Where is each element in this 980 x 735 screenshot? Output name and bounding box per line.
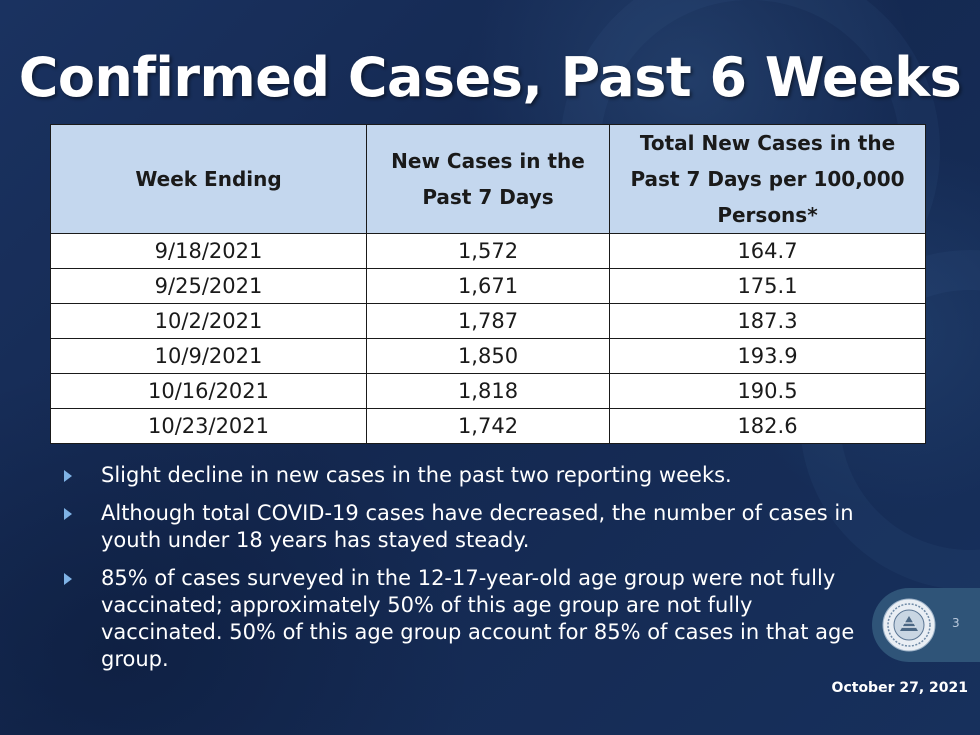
cell-cases-per-100k: 164.7 <box>609 233 926 269</box>
table-row: 9/25/2021 1,671 175.1 <box>50 268 926 304</box>
cell-cases-per-100k: 187.3 <box>609 303 926 339</box>
cell-cases-per-100k: 190.5 <box>609 373 926 409</box>
table-row: 10/23/2021 1,742 182.6 <box>50 408 926 444</box>
cell-week-ending: 10/23/2021 <box>50 408 367 444</box>
triangle-right-icon <box>64 573 72 585</box>
bullet-list: Slight decline in new cases in the past … <box>62 462 862 684</box>
cell-week-ending: 10/2/2021 <box>50 303 367 339</box>
header-week-ending: Week Ending <box>50 124 367 234</box>
slide-date: October 27, 2021 <box>831 680 968 696</box>
cell-new-cases: 1,742 <box>366 408 610 444</box>
header-cases-per-100k: Total New Cases in the Past 7 Days per 1… <box>609 124 926 234</box>
table-row: 9/18/2021 1,572 164.7 <box>50 233 926 269</box>
cell-week-ending: 9/18/2021 <box>50 233 367 269</box>
cell-cases-per-100k: 182.6 <box>609 408 926 444</box>
cell-new-cases: 1,572 <box>366 233 610 269</box>
cell-week-ending: 10/9/2021 <box>50 338 367 374</box>
triangle-right-icon <box>64 508 72 520</box>
bullet-text: 85% of cases surveyed in the 12-17-year-… <box>101 566 855 671</box>
cell-cases-per-100k: 193.9 <box>609 338 926 374</box>
cell-new-cases: 1,850 <box>366 338 610 374</box>
bullet-item: Slight decline in new cases in the past … <box>62 462 862 489</box>
bullet-text: Although total COVID-19 cases have decre… <box>101 501 854 552</box>
page-number: 3 <box>952 616 960 630</box>
table-row: 10/16/2021 1,818 190.5 <box>50 373 926 409</box>
table-row: 10/2/2021 1,787 187.3 <box>50 303 926 339</box>
cell-week-ending: 10/16/2021 <box>50 373 367 409</box>
cases-table: Week Ending New Cases in the Past 7 Days… <box>50 124 926 444</box>
cell-week-ending: 9/25/2021 <box>50 268 367 304</box>
cell-new-cases: 1,671 <box>366 268 610 304</box>
seal-tab: 3 <box>872 588 980 662</box>
table-header-row: Week Ending New Cases in the Past 7 Days… <box>50 124 926 234</box>
cell-new-cases: 1,787 <box>366 303 610 339</box>
cell-new-cases: 1,818 <box>366 373 610 409</box>
slide-title: Confirmed Cases, Past 6 Weeks <box>18 46 962 109</box>
county-seal-logo <box>882 598 936 652</box>
table-row: 10/9/2021 1,850 193.9 <box>50 338 926 374</box>
bullet-text: Slight decline in new cases in the past … <box>101 463 732 487</box>
triangle-right-icon <box>64 470 72 482</box>
cell-cases-per-100k: 175.1 <box>609 268 926 304</box>
header-new-cases: New Cases in the Past 7 Days <box>366 124 610 234</box>
bullet-item: Although total COVID-19 cases have decre… <box>62 500 862 554</box>
bullet-item: 85% of cases surveyed in the 12-17-year-… <box>62 565 862 673</box>
